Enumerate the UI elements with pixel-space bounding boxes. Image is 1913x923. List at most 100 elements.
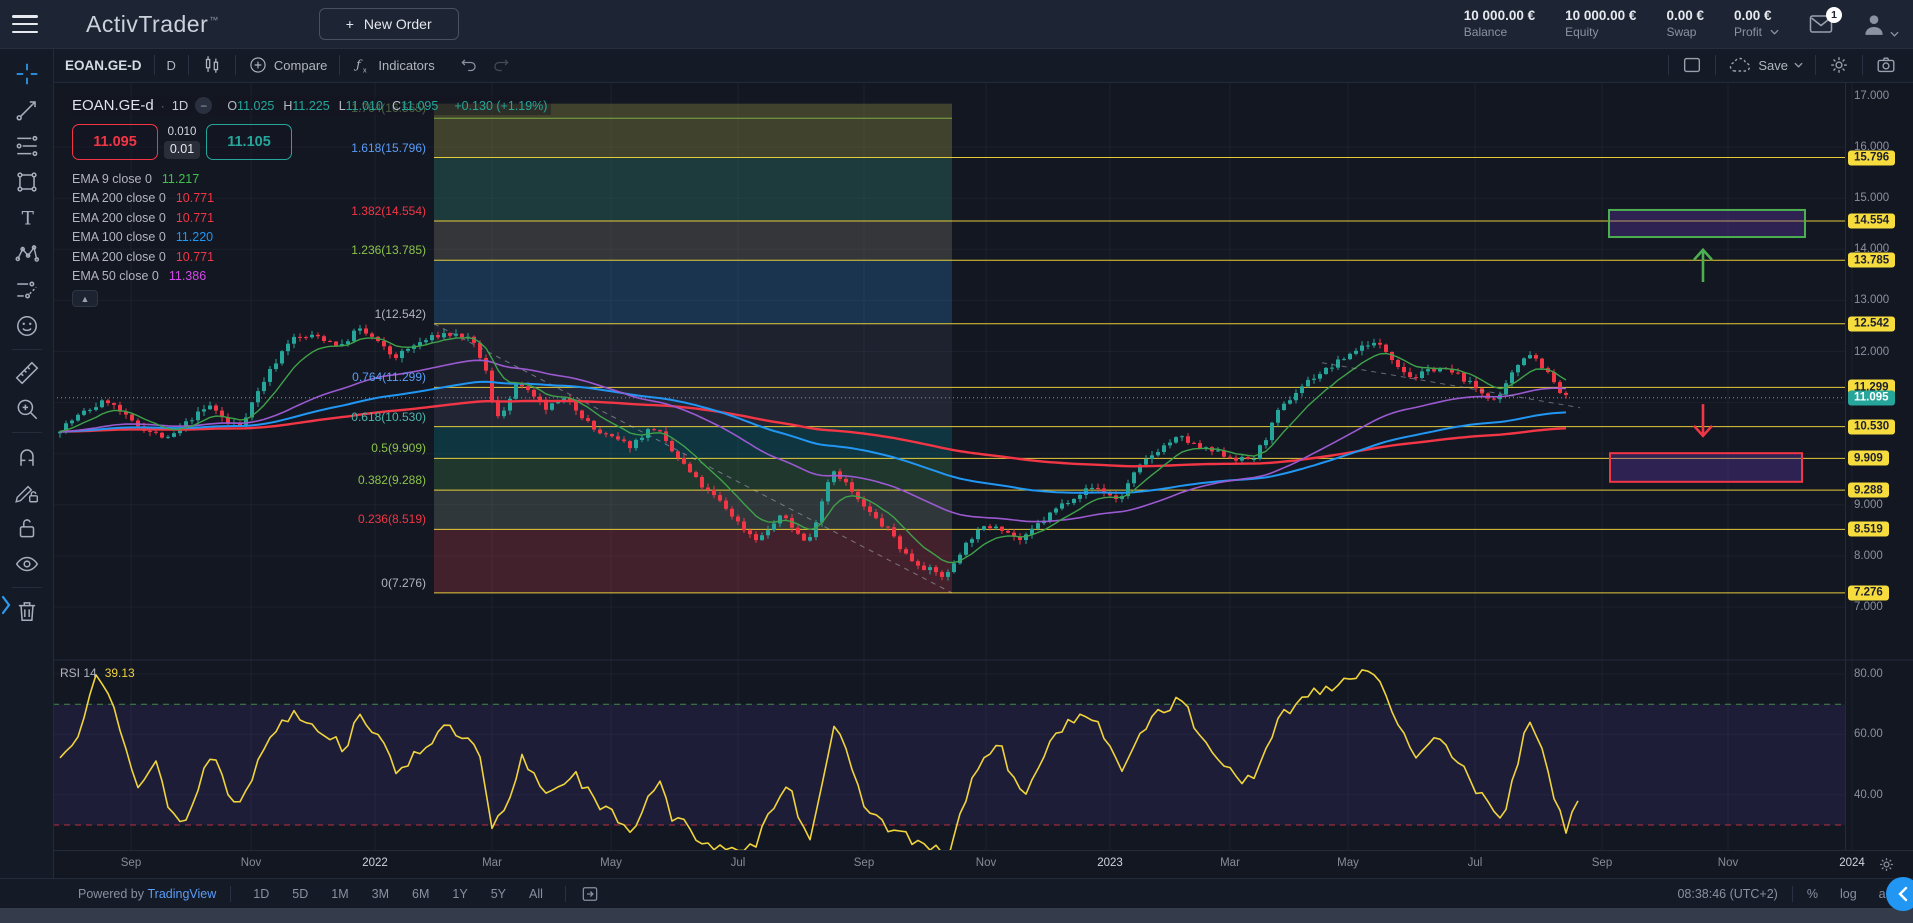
fib-level-label: 1(12.542) — [374, 306, 426, 321]
fib-price-badge: 12.542 — [1848, 316, 1896, 332]
fib-price-badge: 13.785 — [1848, 252, 1896, 268]
collapse-panel-button[interactable] — [1886, 877, 1913, 911]
hide-series-icon[interactable]: − — [195, 97, 213, 114]
trend-line-tool[interactable] — [9, 92, 45, 128]
time-axis-label: Mar — [482, 857, 502, 869]
chart-style-icon[interactable] — [189, 48, 235, 82]
rsi-legend[interactable]: RSI 14 39.13 — [60, 666, 135, 680]
time-axis-label: Nov — [240, 857, 262, 869]
chart-settings-icon[interactable] — [1816, 54, 1862, 76]
layout-select-icon[interactable] — [1669, 54, 1715, 76]
time-axis-label: May — [1337, 857, 1359, 869]
chevron-down-icon — [1794, 62, 1803, 68]
axis-settings-icon[interactable] — [1878, 856, 1895, 873]
symbol-search-button[interactable]: EOAN.GE-D — [65, 57, 142, 73]
buy-button[interactable]: 11.105 — [206, 124, 292, 160]
compare-button[interactable]: Compare — [236, 48, 339, 82]
screenshot-icon[interactable] — [1863, 54, 1909, 76]
magnet-tool[interactable] — [9, 438, 45, 474]
log-scale-button[interactable]: log — [1839, 887, 1857, 901]
price-tick-label: 8.000 — [1854, 549, 1883, 562]
indicator-row[interactable]: EMA 200 close 0 10.771 — [72, 249, 215, 264]
fib-retracement-tool[interactable] — [9, 128, 45, 164]
menu-icon[interactable] — [12, 15, 38, 33]
expand-watchlist-chevron[interactable] — [0, 594, 12, 616]
rsi-tick-label: 40.00 — [1854, 788, 1883, 801]
drawing-lock-tool[interactable] — [9, 474, 45, 510]
timeframe-button-1d[interactable]: 1D — [253, 887, 270, 901]
indicator-row[interactable]: EMA 9 close 0 11.217 — [72, 171, 200, 186]
text-tool[interactable]: T — [9, 200, 45, 236]
legend-interval: 1D — [171, 98, 189, 113]
time-axis-label: Sep — [853, 857, 875, 869]
forecast-tool[interactable] — [9, 272, 45, 308]
plus-icon: + — [345, 16, 354, 32]
price-tick-label: 17.000 — [1854, 90, 1890, 102]
fib-level-label: 0.382(9.288) — [357, 473, 426, 488]
percent-scale-button[interactable]: % — [1806, 887, 1818, 901]
svg-text:T: T — [21, 209, 34, 230]
svg-text:x: x — [363, 66, 367, 75]
fib-level-label: 0(7.276) — [381, 575, 426, 590]
tradingview-link[interactable]: TradingView — [147, 887, 217, 901]
time-axis-label: 2024 — [1839, 857, 1865, 869]
interval-button[interactable]: D — [166, 57, 176, 73]
svg-text:ƒ: ƒ — [354, 56, 364, 71]
measure-tool[interactable] — [9, 355, 45, 391]
time-axis-label: Jul — [730, 857, 746, 869]
sell-button[interactable]: 11.095 — [72, 124, 158, 160]
timeframe-button-5d[interactable]: 5D — [292, 887, 309, 901]
price-tick-label: 9.000 — [1854, 498, 1883, 511]
time-axis-label: Nov — [1717, 857, 1739, 869]
timeframe-button-5y[interactable]: 5Y — [490, 887, 506, 901]
chart-legend: EOAN.GE-d · 1D − O11.025 H11.225 L11.010… — [72, 96, 552, 307]
redo-button[interactable] — [491, 48, 523, 82]
mail-icon[interactable]: 1 — [1809, 7, 1842, 34]
timeframe-button-1y[interactable]: 1Y — [452, 887, 468, 901]
lock-all-tool[interactable] — [9, 510, 45, 546]
price-tick-label: 15.000 — [1854, 192, 1890, 205]
time-axis-label: Mar — [1220, 857, 1240, 869]
indicator-row[interactable]: EMA 50 close 0 11.386 — [72, 269, 207, 284]
undo-button[interactable] — [447, 48, 491, 82]
price-tick-label: 14.000 — [1854, 243, 1890, 256]
zoom-in-tool[interactable] — [9, 391, 45, 427]
timeframe-button-1m[interactable]: 1M — [331, 887, 349, 901]
go-to-date-icon[interactable] — [580, 884, 600, 904]
fib-price-badge: 7.276 — [1848, 585, 1889, 601]
current-price-badge: 11.095 — [1848, 390, 1895, 406]
rsi-tick-label: 80.00 — [1854, 668, 1883, 680]
app-logo: ActivTrader™ — [86, 10, 219, 37]
timeframe-button-6m[interactable]: 6M — [412, 887, 430, 901]
indicator-row[interactable]: EMA 200 close 0 10.771 — [72, 191, 215, 206]
indicator-row[interactable]: EMA 100 close 0 11.220 — [72, 230, 214, 245]
pattern-tool[interactable] — [9, 236, 45, 272]
user-avatar[interactable] — [1861, 11, 1899, 37]
remove-drawings-tool[interactable] — [9, 593, 45, 629]
time-axis-label: 2023 — [1097, 857, 1123, 869]
time-axis[interactable]: Sep Nov 2022 Mar May Jul Sep Nov 2023 Mar May Jul Se… — [0, 850, 1913, 879]
profit-stat[interactable]: 0.00 € Profit — [1734, 8, 1779, 40]
emoji-tool[interactable] — [9, 308, 45, 344]
rsi-tick-label: 60.00 — [1854, 728, 1883, 741]
timeframe-button-3m[interactable]: 3M — [371, 887, 390, 901]
powered-by-label: Powered by — [78, 887, 145, 901]
price-axis[interactable]: 17.000 16.000 15.000 14.000 13.000 12.000 9.00… — [1845, 82, 1913, 850]
clock-label[interactable]: 08:38:46 (UTC+2) — [1677, 887, 1778, 901]
indicator-row[interactable]: EMA 200 close 0 10.771 — [72, 210, 215, 225]
shapes-tool[interactable] — [9, 164, 45, 200]
swap-stat: 0.00 € Swap — [1666, 8, 1704, 39]
legend-collapse-button[interactable]: ▲ — [72, 290, 98, 307]
crosshair-tool[interactable] — [9, 56, 45, 92]
new-order-button[interactable]: + New Order — [318, 8, 459, 40]
cloud-save-button[interactable]: Save — [1716, 55, 1815, 75]
timeframe-button-all[interactable]: All — [528, 887, 543, 901]
legend-symbol[interactable]: EOAN.GE-d — [72, 97, 154, 114]
hide-drawings-tool[interactable] — [9, 546, 45, 582]
time-axis-label: May — [600, 857, 622, 869]
drawing-toolbar: T — [0, 48, 54, 886]
compare-icon — [250, 57, 266, 73]
time-axis-label: 2022 — [362, 857, 388, 869]
